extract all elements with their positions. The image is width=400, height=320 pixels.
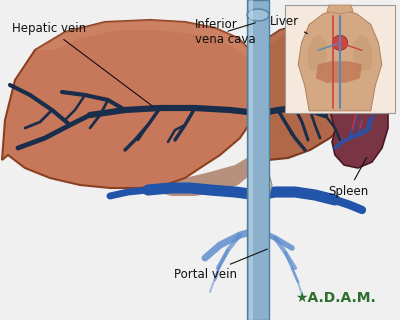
Text: ★A.D.A.M.: ★A.D.A.M. [295,291,376,305]
Polygon shape [285,5,395,113]
Polygon shape [250,25,362,160]
Polygon shape [150,155,255,196]
Ellipse shape [332,35,348,50]
Polygon shape [247,0,269,320]
Polygon shape [2,20,258,188]
Text: Liver: Liver [270,15,308,34]
Text: Portal vein: Portal vein [174,249,268,281]
Polygon shape [258,25,358,55]
Polygon shape [35,20,258,72]
Text: Hepatic vein: Hepatic vein [12,22,153,106]
Polygon shape [330,82,388,168]
Polygon shape [340,82,380,98]
Text: Inferior
vena cava: Inferior vena cava [195,18,256,46]
Polygon shape [298,9,382,111]
Polygon shape [316,61,362,83]
Text: Spleen: Spleen [328,157,368,198]
Polygon shape [249,0,253,320]
Polygon shape [353,35,373,72]
Polygon shape [307,35,327,72]
Polygon shape [327,5,353,14]
Polygon shape [248,165,272,208]
Ellipse shape [247,9,269,21]
